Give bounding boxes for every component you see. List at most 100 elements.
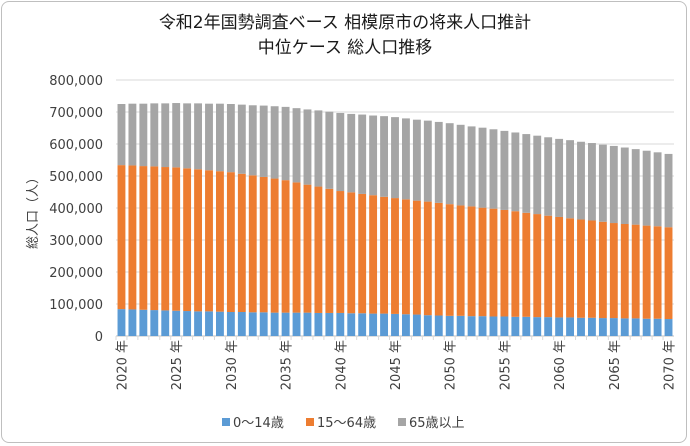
bar-segment-0-14 (478, 316, 487, 336)
y-tick-label: 300,000 (49, 234, 103, 249)
bar-segment-15-64 (194, 169, 202, 312)
bar-segment-0-14 (588, 317, 596, 336)
y-axis-label: 総人口（人） (26, 171, 41, 249)
bar-segment-0-14 (412, 314, 421, 336)
bar-segment-15-64 (500, 209, 509, 317)
bar-segment-65plus (642, 150, 651, 226)
bar-segment-0-14 (281, 312, 290, 336)
bar-segment-65plus (336, 112, 345, 192)
bar-segment-15-64 (566, 218, 574, 318)
bar-segment-65plus (369, 115, 378, 196)
legend-swatch (222, 418, 230, 426)
bar-segment-65plus (248, 105, 257, 176)
y-tick-labels: 0 100,000 200,000 300,000 400,000 500,000 600,… (49, 74, 103, 345)
bar-segment-15-64 (117, 165, 126, 310)
bar-segment-0-14 (270, 312, 279, 336)
legend-label: 0～14歳 (233, 416, 284, 431)
bar-segment-65plus (205, 103, 213, 171)
bar-segment-15-64 (478, 207, 487, 317)
bar-segment-15-64 (631, 224, 640, 319)
bar-segment-65plus (161, 103, 170, 168)
bar-segment-15-64 (325, 188, 334, 313)
bar-segment-65plus (478, 127, 487, 208)
bar-segment-0-14 (533, 317, 542, 336)
y-tick-label: 100,000 (49, 298, 103, 313)
bar-segment-15-64 (533, 214, 542, 318)
bar-segment-15-64 (423, 201, 432, 316)
bar-segment-0-14 (402, 314, 410, 336)
bar-segment-65plus (423, 120, 432, 202)
x-tick-labels: 2020 年 2025 年 2030 年 2035 年 2040 年 2045 年 2050… (115, 336, 678, 390)
bar-segment-15-64 (248, 175, 257, 313)
bar-segment-15-64 (172, 167, 181, 311)
bar-segment-15-64 (653, 226, 662, 319)
bar-segment-15-64 (642, 225, 651, 319)
bar-segment-0-14 (336, 312, 345, 336)
bar-segment-0-14 (303, 312, 312, 336)
bar-segment-15-64 (139, 166, 148, 310)
bar-segment-15-64 (226, 172, 235, 312)
bar-segment-65plus (500, 130, 509, 210)
bar-segment-15-64 (237, 173, 246, 312)
bar-segment-15-64 (259, 176, 268, 313)
bar-segment-65plus (522, 134, 531, 213)
bar-segment-65plus (631, 149, 640, 225)
x-tick-label: 2050 年 (444, 340, 459, 390)
bar-segment-0-14 (139, 309, 148, 336)
bar-segment-0-14 (434, 315, 443, 336)
bar-segment-0-14 (500, 316, 509, 336)
bar-segment-15-64 (467, 206, 476, 317)
bar-segment-65plus (467, 126, 476, 207)
bar-segment-15-64 (489, 208, 498, 317)
bar-segment-0-14 (216, 311, 224, 336)
y-tick-label: 800,000 (49, 74, 103, 89)
x-tick-label: 2060 年 (553, 340, 568, 390)
bar-segment-0-14 (391, 313, 399, 336)
bar-segment-15-64 (128, 165, 137, 310)
bar-segment-65plus (402, 118, 410, 200)
x-tick-label: 2020 年 (115, 340, 130, 390)
bar-segment-15-64 (544, 215, 553, 318)
bar-segment-15-64 (664, 227, 673, 320)
bar-segment-0-14 (664, 319, 673, 336)
legend-swatch (306, 418, 314, 426)
bar-segment-65plus (226, 104, 235, 173)
bar-segment-65plus (281, 106, 290, 181)
bar-segment-0-14 (292, 312, 301, 336)
bar-segment-65plus (391, 117, 399, 199)
bar-segment-65plus (555, 138, 564, 217)
bar-segment-15-64 (369, 195, 378, 314)
bar-segment-65plus (139, 103, 148, 167)
x-tick-label: 2065 年 (608, 340, 623, 390)
bar-segment-0-14 (369, 313, 378, 336)
bar-segment-15-64 (412, 200, 421, 315)
bar-segment-15-64 (511, 211, 520, 317)
bar-segment-65plus (325, 111, 334, 189)
bar-segment-0-14 (445, 315, 454, 336)
bar-segment-15-64 (205, 170, 213, 312)
x-tick-label: 2045 年 (389, 340, 404, 390)
bar-segment-0-14 (456, 315, 465, 336)
bar-segment-0-14 (577, 317, 585, 336)
bar-segment-0-14 (150, 310, 159, 336)
bar-segment-0-14 (642, 318, 651, 336)
y-tick-label: 0 (95, 330, 103, 345)
bar-segment-0-14 (522, 316, 531, 336)
bars (117, 103, 673, 336)
bar-segment-65plus (412, 119, 421, 201)
bar-segment-0-14 (237, 312, 246, 336)
bar-segment-65plus (653, 152, 662, 227)
bar-segment-65plus (588, 143, 596, 221)
chart-title-line-1: 令和2年国勢調査ベース 相模原市の将来人口推計 (159, 13, 531, 33)
bar-segment-65plus (511, 132, 520, 212)
bar-segment-65plus (456, 124, 465, 206)
bar-segment-0-14 (609, 318, 618, 336)
bar-segment-15-64 (588, 220, 596, 318)
bar-segment-0-14 (544, 317, 553, 336)
chart-title-line-2: 中位ケース 総人口推移 (258, 38, 433, 58)
bar-segment-15-64 (620, 224, 629, 319)
bar-segment-15-64 (314, 186, 323, 313)
bar-segment-0-14 (128, 309, 137, 336)
bar-segment-0-14 (205, 311, 213, 336)
